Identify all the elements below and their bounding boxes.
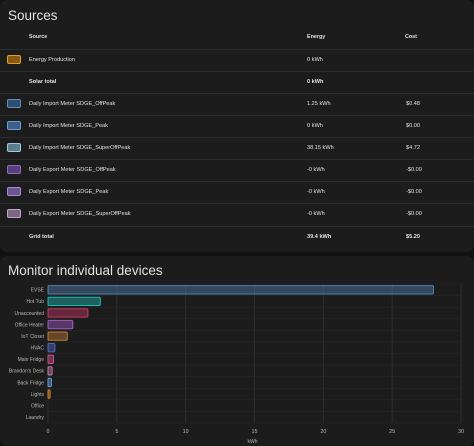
x-tick-label: 30 <box>458 429 464 435</box>
source-name: Grid total <box>29 234 54 240</box>
source-energy: -0 kWh <box>307 189 325 195</box>
source-energy: -0 kWh <box>307 167 325 173</box>
category-label: Lights <box>31 392 45 398</box>
device-energy-chart: 0 5 10 15 20 25 30 EVSE Hot Tub Unaccounted Office… <box>9 283 464 445</box>
sources-row: Daily Import Meter SDGE_OffPeak 1.25 kWh $… <box>0 93 474 115</box>
x-tick-label: 0 <box>47 429 50 435</box>
source-energy: 1.25 kWh <box>307 101 331 107</box>
sources-table-header: Source Energy Cost <box>0 30 474 46</box>
source-name: Daily Import Meter SDGE_SuperOffPeak <box>29 145 131 151</box>
category-label: Hot Tub <box>26 299 44 305</box>
source-energy: 38.15 kWh <box>307 145 334 151</box>
bar[interactable] <box>47 389 51 399</box>
sources-row: Energy Production 0 kWh <box>0 49 474 71</box>
source-name: Energy Production <box>29 57 76 63</box>
bar[interactable] <box>47 377 52 388</box>
color-swatch-icon <box>7 209 21 218</box>
column-header-energy[interactable]: Energy <box>307 34 326 40</box>
sources-row: Daily Import Meter SDGE_SuperOffPeak 38.1… <box>0 137 474 159</box>
source-cost: $5.20 <box>406 234 420 240</box>
bar[interactable] <box>47 285 434 295</box>
source-energy: -0 kWh <box>307 211 325 217</box>
bar[interactable] <box>47 343 56 353</box>
category-label: HVAC <box>30 346 44 352</box>
sources-total-row: Solar total 0 kWh <box>0 71 474 93</box>
source-name: Daily Export Meter SDGE_OffPeak <box>29 167 116 173</box>
color-swatch-icon <box>7 55 21 64</box>
sources-row: Daily Export Meter SDGE_SuperOffPeak -0 k… <box>0 203 474 225</box>
devices-title: Monitor individual devices <box>8 263 163 278</box>
color-swatch-icon <box>7 121 21 130</box>
x-tick-label: 20 <box>320 429 326 435</box>
category-label: Unaccounted <box>15 311 45 317</box>
bar[interactable] <box>47 366 53 376</box>
source-cost: -$0.00 <box>406 189 422 195</box>
sources-title: Sources <box>8 8 58 23</box>
x-tick-label: 5 <box>115 429 118 435</box>
sources-total-row: Grid total 39.4 kWh $5.20 <box>0 226 474 248</box>
column-header-cost[interactable]: Cost <box>405 34 417 40</box>
category-label: EVSE <box>31 288 45 294</box>
bar[interactable] <box>47 308 89 318</box>
x-tick-label: 15 <box>252 429 258 435</box>
category-label: Back Fridge <box>17 380 44 386</box>
source-energy: 0 kWh <box>307 79 324 85</box>
sources-row: Daily Export Meter SDGE_Peak -0 kWh -$0.00 <box>0 181 474 203</box>
color-swatch-icon <box>7 165 21 174</box>
bar[interactable] <box>47 331 68 341</box>
source-cost: $0.00 <box>406 123 420 129</box>
source-name: Solar total <box>29 79 57 85</box>
source-energy: 0 kWh <box>307 57 323 63</box>
category-label: IoT Closet <box>21 334 44 340</box>
color-swatch-icon <box>7 143 21 152</box>
source-cost: -$0.00 <box>406 167 422 173</box>
sources-row: Daily Import Meter SDGE_Peak 0 kWh $0.00 <box>0 115 474 137</box>
source-name: Daily Import Meter SDGE_OffPeak <box>29 101 116 107</box>
x-tick-label: 10 <box>183 429 189 435</box>
x-tick-label: 25 <box>389 429 395 435</box>
source-name: Daily Import Meter SDGE_Peak <box>29 123 108 129</box>
category-label: Office Heater <box>15 322 45 328</box>
source-name: Daily Export Meter SDGE_Peak <box>29 189 109 195</box>
bar[interactable] <box>47 296 101 307</box>
color-swatch-icon <box>7 99 21 108</box>
x-axis-title: kWh <box>248 439 258 445</box>
devices-card: Monitor individual devices 0 5 10 15 20 25 30 E… <box>0 256 474 446</box>
sources-card: Sources Source Energy Cost Energy Produc… <box>0 0 474 252</box>
color-swatch-icon <box>7 187 21 196</box>
column-header-source[interactable]: Source <box>29 34 48 40</box>
category-label: Laundry <box>26 415 45 421</box>
source-name: Daily Export Meter SDGE_SuperOffPeak <box>29 211 131 217</box>
category-label: Brandon's Desk <box>9 369 45 375</box>
source-cost: $0.48 <box>406 101 420 107</box>
source-cost: -$0.00 <box>406 211 422 217</box>
sources-row: Daily Export Meter SDGE_OffPeak -0 kWh -$0… <box>0 159 474 181</box>
bar[interactable] <box>47 354 55 364</box>
category-label: Main Fridge <box>18 357 45 363</box>
source-energy: 39.4 kWh <box>307 234 332 240</box>
category-label: Office <box>31 403 44 409</box>
source-cost: $4.72 <box>406 145 420 151</box>
source-energy: 0 kWh <box>307 123 323 129</box>
bar[interactable] <box>47 319 74 330</box>
